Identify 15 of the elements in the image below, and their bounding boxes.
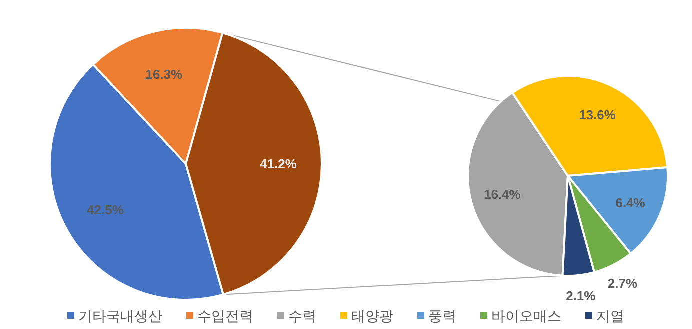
- legend-label: 수력: [288, 308, 316, 324]
- data-label: 2.7%: [608, 276, 638, 291]
- data-label: 16.3%: [146, 67, 184, 82]
- legend-label: 풍력: [428, 308, 456, 324]
- data-label: 13.6%: [579, 108, 616, 123]
- data-label: 6.4%: [616, 196, 646, 211]
- legend-label: 지열: [596, 308, 624, 324]
- legend-label: 바이오매스: [492, 308, 562, 324]
- legend-label: 기타국내생산: [78, 308, 162, 324]
- data-label: 2.1%: [566, 288, 596, 304]
- legend-label: 수입전력: [198, 308, 254, 324]
- data-label: 16.4%: [484, 187, 522, 202]
- data-label: 41.2%: [260, 156, 298, 172]
- data-label: 42.5%: [87, 202, 124, 218]
- legend-label: 태양광: [352, 308, 394, 324]
